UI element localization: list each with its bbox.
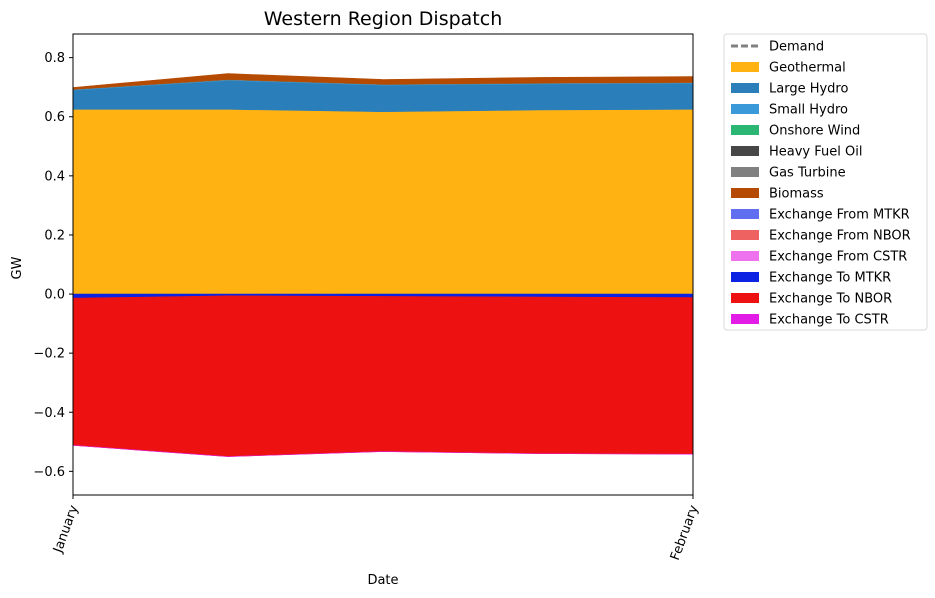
area-supply-0 xyxy=(72,109,694,295)
legend-swatch xyxy=(731,251,759,261)
y-axis: −0.6 −0.4 −0.2 0.0 0.2 0.4 0.6 0.8 xyxy=(33,51,73,480)
legend-swatch xyxy=(731,314,759,324)
y-tick-label: 0.6 xyxy=(44,110,65,125)
legend-box xyxy=(723,33,928,331)
legend-swatch xyxy=(731,188,759,198)
legend: Demand Geothermal Large Hydro Small Hydro On… xyxy=(723,33,928,331)
legend-label: Small Hydro xyxy=(769,103,848,118)
legend-swatch xyxy=(731,272,759,282)
stacked-areas xyxy=(72,73,694,457)
legend-swatch xyxy=(731,167,759,177)
area-export-1 xyxy=(72,295,694,457)
plot-frame xyxy=(72,33,694,496)
legend-label: Exchange To NBOR xyxy=(769,292,892,307)
x-tick-label: February xyxy=(668,503,702,563)
legend-label: Onshore Wind xyxy=(769,124,860,139)
legend-swatch xyxy=(731,125,759,135)
legend-label: Gas Turbine xyxy=(769,166,846,181)
legend-label: Exchange From NBOR xyxy=(769,229,911,244)
legend-label: Demand xyxy=(769,40,824,55)
legend-label: Biomass xyxy=(769,187,824,202)
y-tick-label: 0.2 xyxy=(44,228,65,243)
legend-label: Geothermal xyxy=(769,61,846,76)
chart-title: Western Region Dispatch xyxy=(264,8,503,30)
legend-swatch xyxy=(731,146,759,156)
legend-swatch xyxy=(731,83,759,93)
y-tick-label: 0.4 xyxy=(44,169,65,184)
legend-label: Exchange From CSTR xyxy=(769,250,907,265)
y-tick-label: −0.2 xyxy=(33,347,65,362)
x-axis: January February xyxy=(50,495,702,563)
legend-label: Heavy Fuel Oil xyxy=(769,145,862,160)
legend-swatch xyxy=(731,293,759,303)
y-tick-label: −0.6 xyxy=(33,465,65,480)
legend-swatch xyxy=(731,104,759,114)
x-tick-label: January xyxy=(50,503,81,556)
legend-label: Exchange To CSTR xyxy=(769,313,889,328)
y-tick-label: 0.0 xyxy=(44,288,65,303)
y-tick-label: 0.8 xyxy=(44,51,65,66)
legend-swatch xyxy=(731,209,759,219)
y-axis-label: GW xyxy=(10,256,25,279)
legend-label: Exchange To MTKR xyxy=(769,271,891,286)
legend-swatch xyxy=(731,62,759,72)
legend-swatch xyxy=(731,230,759,240)
legend-label: Large Hydro xyxy=(769,82,848,97)
y-tick-label: −0.4 xyxy=(33,406,65,421)
legend-label: Exchange From MTKR xyxy=(769,208,910,223)
x-axis-label: Date xyxy=(367,573,398,588)
